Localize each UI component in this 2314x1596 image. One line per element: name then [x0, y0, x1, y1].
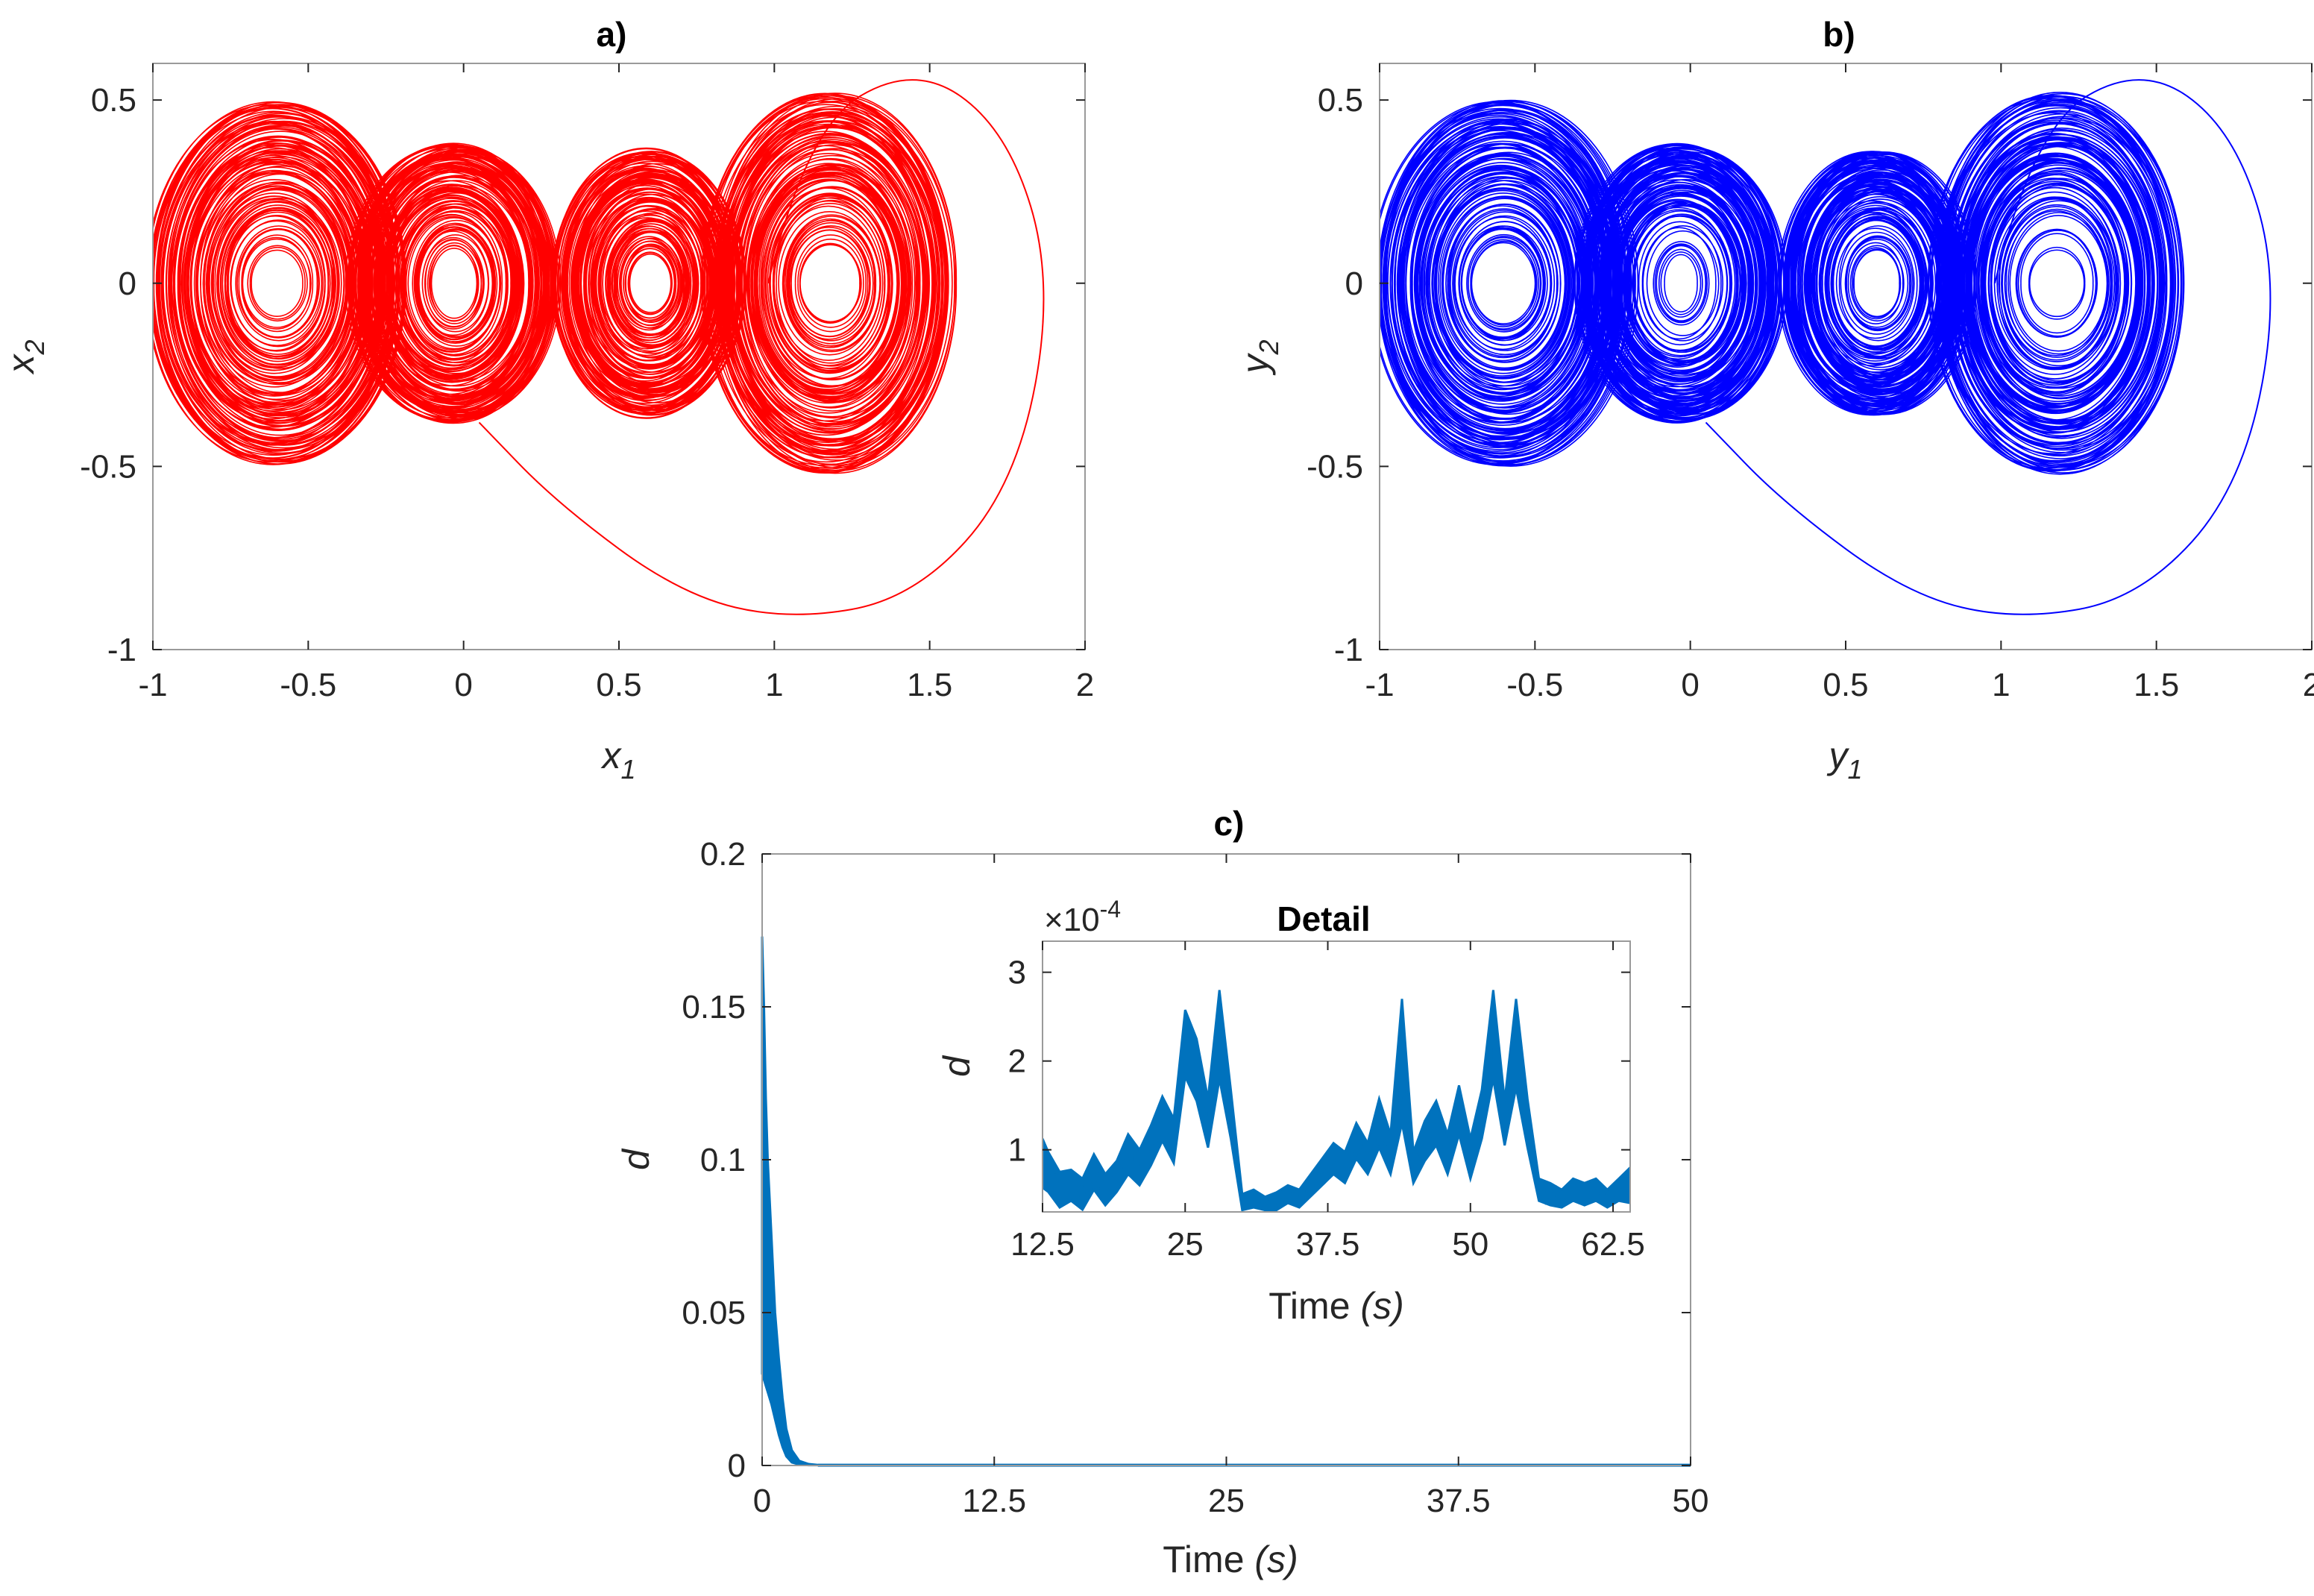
- panel-c-ytick-label: 0: [728, 1448, 746, 1484]
- panel-c-inset: 12.5 25 37.5 50 62.5 1 2 3 Detail ×10-4 d Time …: [936, 896, 1645, 1327]
- inset-xlabel: Time (s): [1268, 1285, 1403, 1327]
- panel-c-xtick-label: 0: [753, 1483, 771, 1519]
- panel-c-xlabel-unit: (s): [1254, 1539, 1298, 1580]
- panel-b-ytick-label: -1: [1334, 632, 1363, 668]
- panel-b-xtick-label: 1: [1992, 667, 2010, 703]
- panel-c-ytick-label: 0.2: [700, 836, 746, 873]
- panel-a-ytick-label: 0.5: [91, 82, 136, 119]
- inset-xtick-label: 50: [1452, 1226, 1488, 1263]
- panel-a-xtick-label: 0.5: [596, 667, 641, 703]
- panel-a-xtick-label: -1: [138, 667, 167, 703]
- panel-c-xlabel-text: Time: [1163, 1539, 1244, 1580]
- inset-ytick-label: 3: [1008, 955, 1026, 991]
- panel-b-ytick-label: 0: [1345, 266, 1363, 302]
- panel-c-ytick-label: 0.1: [700, 1142, 746, 1178]
- inset-title: Detail: [1277, 899, 1370, 938]
- inset-ytick-label: 1: [1008, 1132, 1026, 1169]
- inset-xlabel-unit: (s): [1360, 1285, 1403, 1327]
- inset-xtick-label: 12.5: [1010, 1226, 1075, 1263]
- panel-b-phase-portrait: b) -1 -0.5 0 0.5 1 1.5 2 -1 -0.5 0 0.5 y2 y1: [1234, 15, 2314, 785]
- panel-c-xtick-label: 12.5: [962, 1483, 1026, 1519]
- panel-a-ylabel-var: x2: [0, 339, 50, 374]
- panel-b-ytick-label: 0.5: [1318, 82, 1363, 119]
- panel-c-xtick-label: 25: [1208, 1483, 1245, 1519]
- panel-a-xtick-label: 2: [1076, 667, 1094, 703]
- panel-a-xtick-label: 1.5: [907, 667, 952, 703]
- panel-c-title: c): [1214, 804, 1245, 843]
- panel-b-xtick-label: -0.5: [1506, 667, 1563, 703]
- panel-b-scroll-4: [1927, 92, 2185, 475]
- inset-ylabel: d: [936, 1055, 978, 1077]
- panel-c-ytick-label: 0.05: [682, 1295, 746, 1331]
- panel-b-scroll-2: [1573, 142, 1788, 424]
- inset-exponent: ×10-4: [1044, 896, 1121, 938]
- panel-a-xtick-label: -0.5: [280, 667, 336, 703]
- panel-c-xtick-label: 50: [1673, 1483, 1709, 1519]
- panel-b-scroll-orbits: [1573, 142, 1788, 424]
- panel-a-ylabel: x2: [0, 339, 50, 374]
- panel-a-ytick-label: 0: [119, 266, 136, 302]
- inset-xlabel-text: Time: [1268, 1285, 1350, 1327]
- panel-b-xtick-label: 0.5: [1823, 667, 1868, 703]
- panel-b-xtick-label: -1: [1365, 667, 1394, 703]
- panel-a-scroll-orbits: [701, 92, 958, 474]
- panel-a-title: a): [597, 15, 627, 54]
- panel-c-ylabel: d: [615, 1148, 657, 1170]
- panel-c-synchronization-error: c) 0 12.5 25 37.5 50 0 0.05 0.1 0.15 0.2 d Time (…: [615, 804, 1708, 1580]
- inset-exponent-power: -4: [1100, 896, 1121, 923]
- panel-c-ytick-label: 0.15: [682, 989, 746, 1025]
- panel-a-ytick-label: -1: [107, 632, 136, 668]
- panel-a-scroll-4: [701, 92, 958, 474]
- panel-a-ticks: -1 -0.5 0 0.5 1 1.5 2 -1 -0.5 0 0.5: [80, 63, 1094, 703]
- panel-b-scroll-orbits: [1927, 92, 2185, 475]
- panel-b-ticks: -1 -0.5 0 0.5 1 1.5 2 -1 -0.5 0 0.5: [1307, 63, 2314, 703]
- panel-b-title: b): [1823, 15, 1855, 54]
- panel-b-plot-area: [1380, 79, 2271, 615]
- inset-ytick-label: 2: [1008, 1043, 1026, 1080]
- panel-a-xlabel: x1: [600, 735, 635, 785]
- inset-exponent-base: ×10: [1044, 902, 1100, 938]
- panel-b-xtick-label: 1.5: [2134, 667, 2179, 703]
- inset-xtick-label: 25: [1167, 1226, 1204, 1263]
- panel-a-xtick-label: 0: [454, 667, 472, 703]
- inset-xtick-label: 62.5: [1581, 1226, 1645, 1263]
- panel-c-xlabel: Time (s): [1163, 1539, 1298, 1580]
- panel-a-xtick-label: 1: [765, 667, 783, 703]
- panel-a-excursion-orbit: [478, 79, 1045, 615]
- panel-b-xlabel: y1: [1826, 735, 1862, 785]
- panel-c-xtick-label: 37.5: [1427, 1483, 1491, 1519]
- panel-a-phase-portrait: a) -1 -0.5 0 0.5 1 1.5 2 -1 -0.5 0 0.5 x2 x1: [0, 15, 1094, 785]
- inset-axes-box: [1042, 940, 1631, 1213]
- inset-xtick-label: 37.5: [1296, 1226, 1360, 1263]
- panel-a-ytick-label: -0.5: [80, 448, 136, 485]
- panel-c-ticks: 0 12.5 25 37.5 50 0 0.05 0.1 0.15 0.2: [682, 836, 1708, 1519]
- panel-b-xtick-label: 0: [1681, 667, 1699, 703]
- panel-b-ytick-label: -0.5: [1307, 448, 1363, 485]
- panel-a-plot-area: [153, 79, 1045, 615]
- inset-error-line: [1043, 995, 1630, 1211]
- panel-b-xtick-label: 2: [2303, 667, 2314, 703]
- panel-b-ylabel: y2: [1234, 339, 1284, 375]
- inset-ticks: 12.5 25 37.5 50 62.5 1 2 3: [1008, 941, 1645, 1263]
- panel-b-excursion-orbit: [1705, 79, 2271, 615]
- inset-plot-area: [1043, 990, 1630, 1212]
